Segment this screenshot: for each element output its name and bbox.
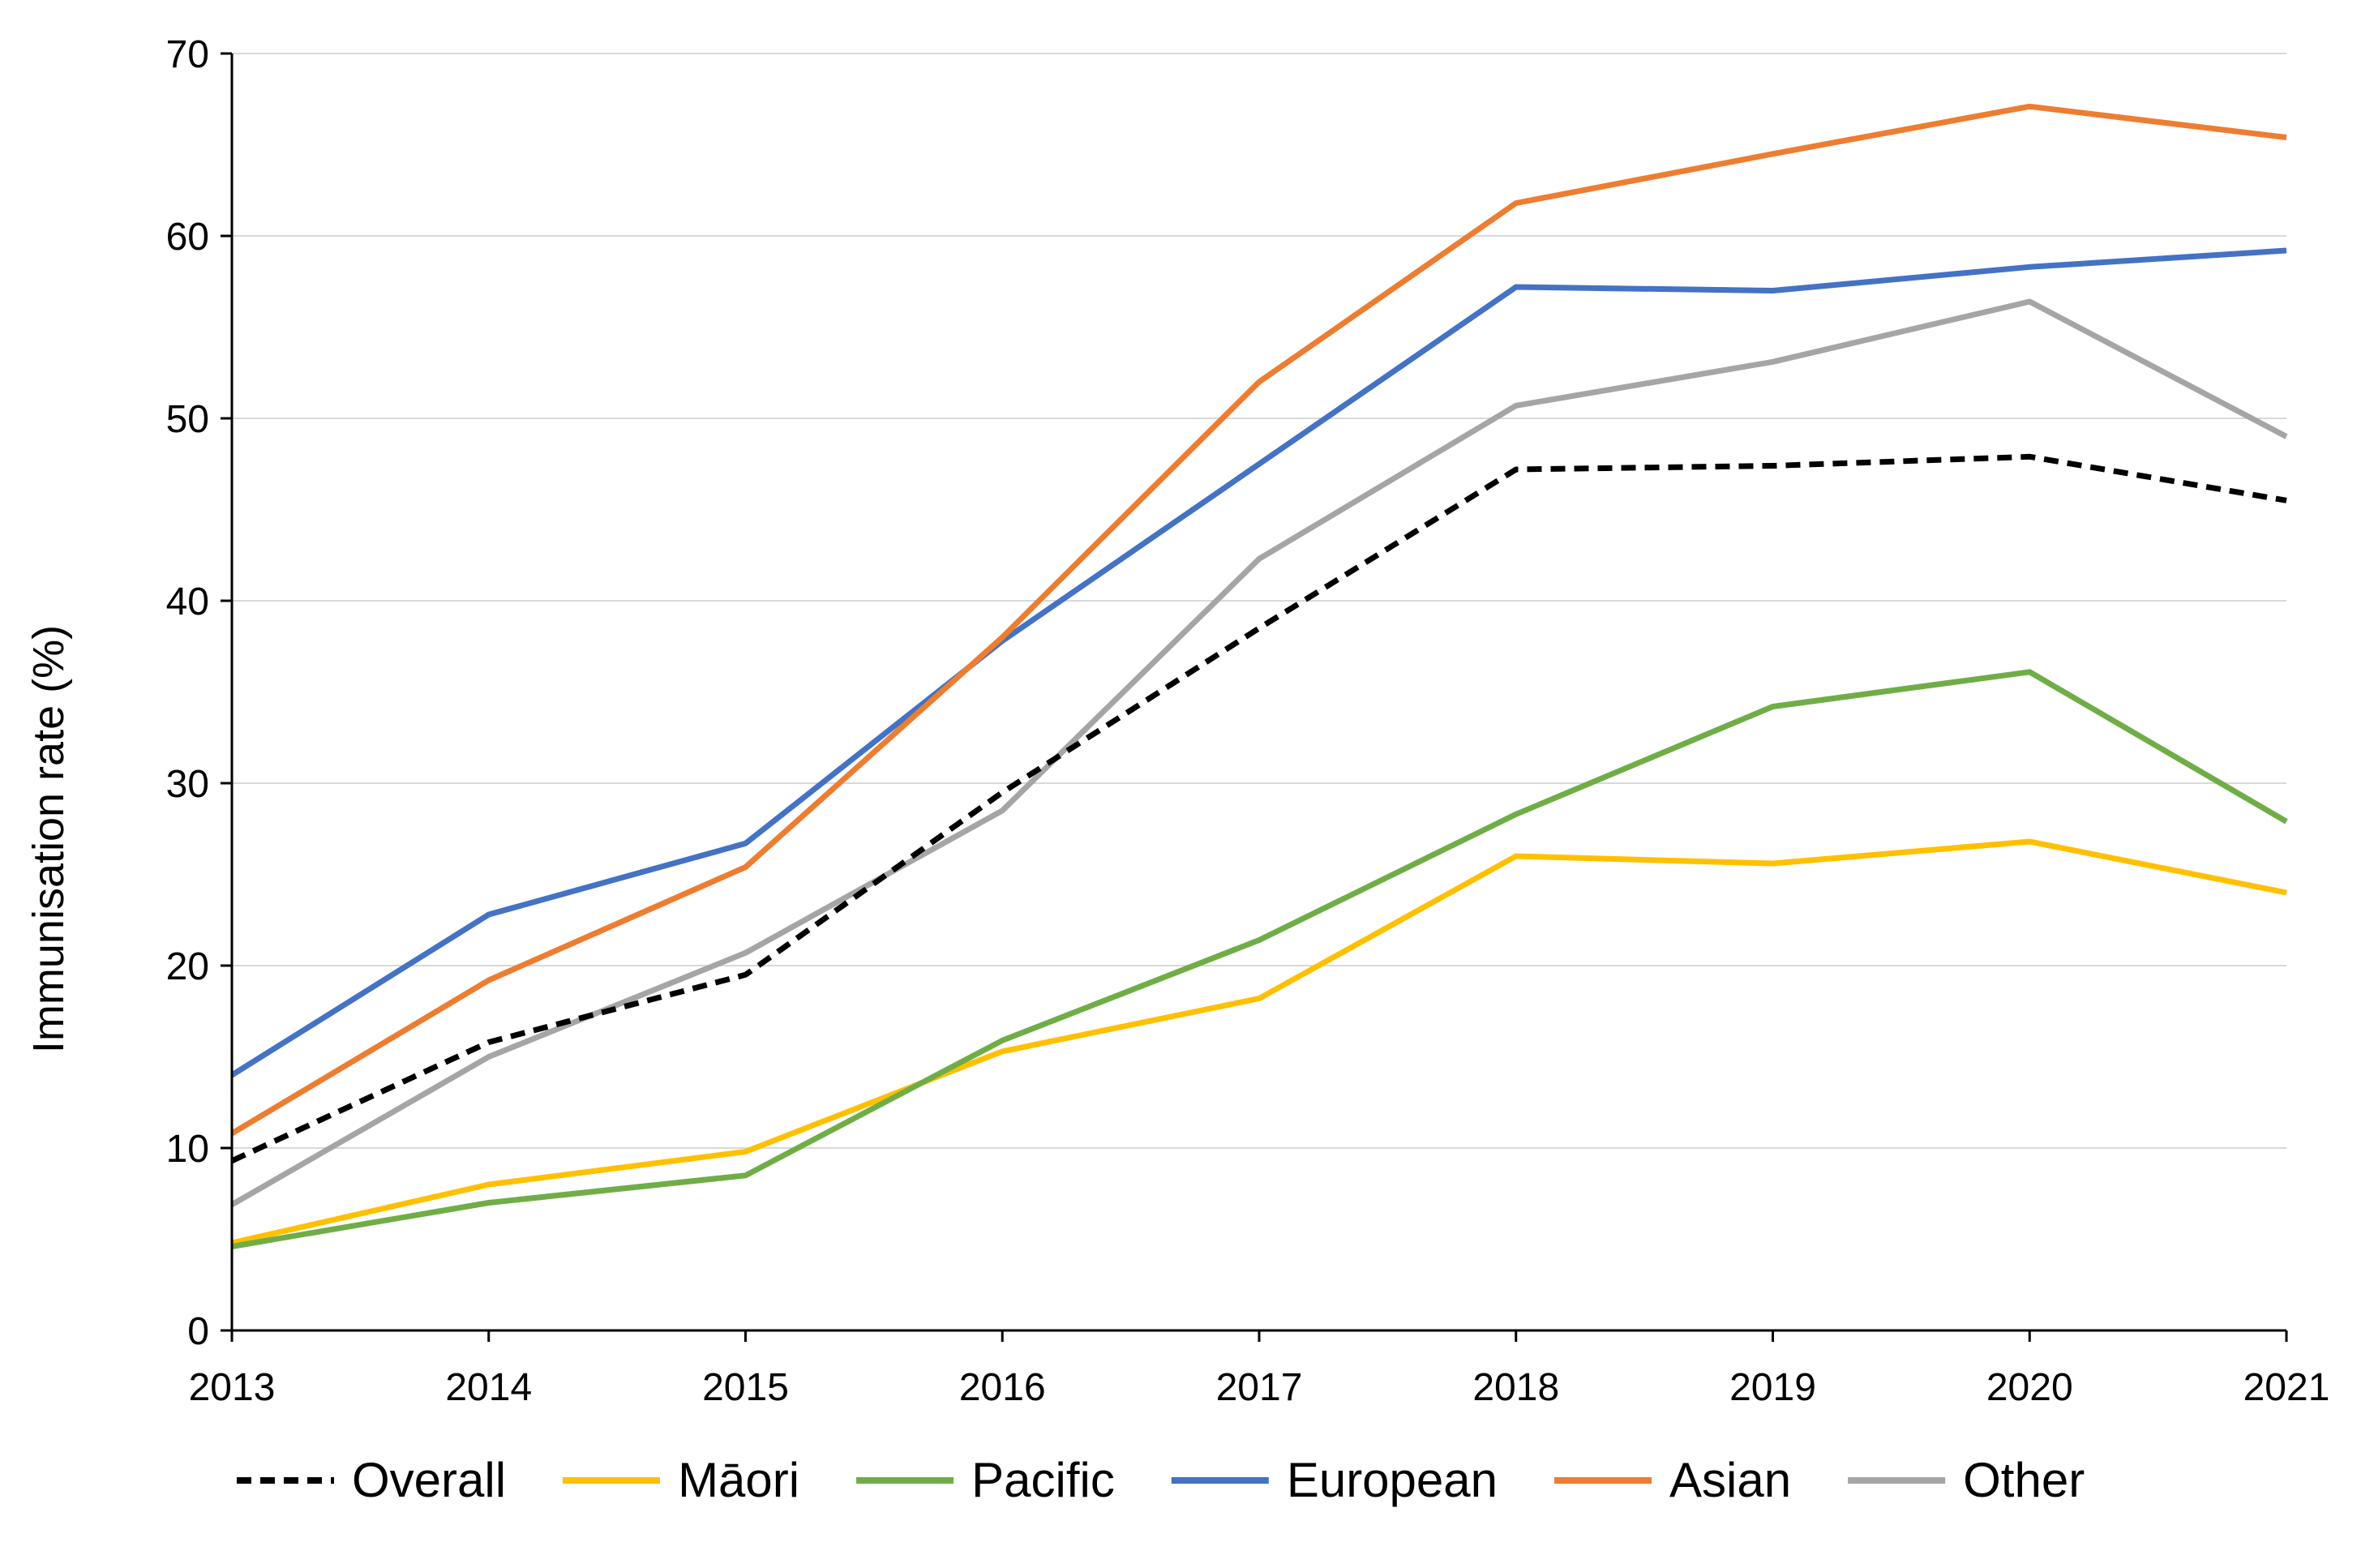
series-lines [230, 103, 2288, 1249]
x-tick-label: 2017 [1216, 1366, 1303, 1409]
legend-label-european: European [1287, 1453, 1498, 1507]
gridlines [232, 53, 2286, 1149]
y-axis-title: Immunisation rate (%) [24, 625, 73, 1053]
x-tick-label: 2021 [2243, 1366, 2330, 1409]
y-tick-label: 0 [187, 1310, 209, 1353]
legend-item-mori: Māori [563, 1453, 799, 1507]
legend: Overall Māori Pacific European Asian Other [237, 1453, 2085, 1507]
y-tick-label: 20 [166, 945, 209, 988]
legend-item-asian: Asian [1554, 1453, 1791, 1507]
x-tick-label: 2018 [1472, 1366, 1559, 1409]
series-line-european [230, 247, 2287, 1077]
x-tick-label: 2015 [702, 1366, 789, 1409]
y-tick-label: 10 [166, 1128, 209, 1171]
y-tick-label: 30 [166, 763, 209, 806]
legend-label-overall: Overall [352, 1453, 506, 1507]
legend-label-asian: Asian [1669, 1453, 1791, 1507]
y-tick-label: 50 [166, 398, 209, 441]
legend-label-mori: Māori [678, 1453, 799, 1507]
legend-item-european: European [1171, 1453, 1498, 1507]
series-line-pacific [231, 669, 2288, 1249]
y-tick-label: 70 [166, 33, 209, 76]
legend-label-other: Other [1963, 1453, 2085, 1507]
series-line-other [230, 298, 2288, 1207]
series-line-mori [231, 838, 2287, 1246]
x-tick-label: 2019 [1729, 1366, 1816, 1409]
x-tick-label: 2016 [959, 1366, 1046, 1409]
x-tick-label: 2014 [445, 1366, 532, 1409]
x-tick-label: 2020 [1986, 1366, 2073, 1409]
series-line-asian [230, 103, 2287, 1137]
axes: 0 10 20 30 40 50 60 70 2013 2014 2015 2016 2017 2018 2… [166, 33, 2330, 1409]
legend-label-pacific: Pacific [971, 1453, 1115, 1507]
legend-item-overall: Overall [237, 1453, 506, 1507]
y-tick-label: 40 [166, 581, 209, 623]
y-tick-label: 60 [166, 216, 209, 259]
legend-item-other: Other [1848, 1453, 2085, 1507]
x-tick-label: 2013 [189, 1366, 276, 1409]
legend-item-pacific: Pacific [856, 1453, 1115, 1507]
